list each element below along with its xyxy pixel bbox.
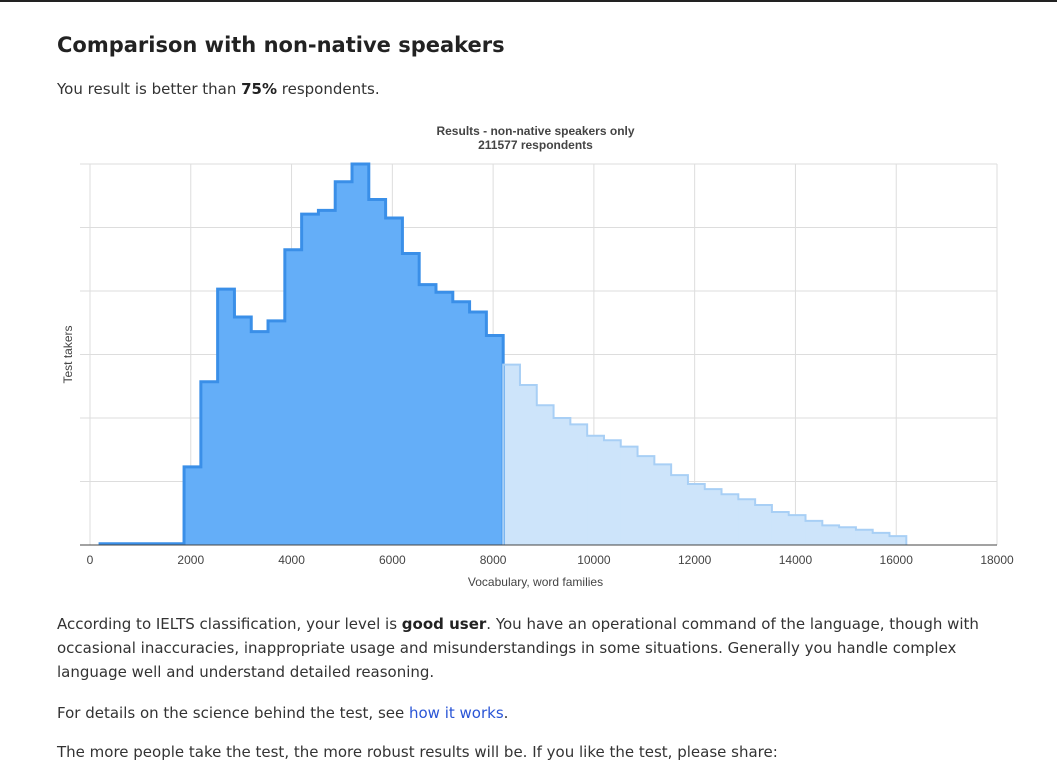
bin-below-20: [436, 292, 454, 545]
bin-below-10: [268, 320, 286, 545]
bin-above-36: [704, 489, 723, 545]
bin-above-38: [738, 499, 756, 545]
details-line: For details on the science behind the te…: [57, 701, 508, 725]
bin-above-47: [889, 536, 907, 545]
bin-below-19: [419, 284, 437, 545]
bin-above-43: [822, 525, 840, 545]
bin-above-37: [721, 494, 739, 545]
bin-below-22: [469, 311, 487, 545]
level-description: According to IELTS classification, your …: [57, 612, 1017, 684]
bin-above-32: [637, 456, 655, 545]
x-tick-label-5: 10000: [577, 553, 611, 567]
page-title: Comparison with non-native speakers: [57, 33, 505, 57]
x-tick-label-4: 8000: [480, 553, 507, 567]
bin-below-16: [368, 199, 387, 545]
x-tick-label-1: 2000: [177, 553, 204, 567]
bin-below-15: [352, 164, 370, 545]
share-prompt: The more people take the test, the more …: [57, 743, 778, 761]
bin-above-44: [839, 527, 857, 545]
bin-below-11: [284, 249, 303, 545]
level-name: good user: [401, 615, 487, 633]
bin-above-34: [671, 475, 689, 545]
bin-below-12: [301, 214, 320, 545]
bin-below-9: [251, 331, 269, 545]
bin-below-5: [184, 466, 202, 545]
level-suffix: . You have an operational command of the…: [57, 615, 979, 681]
bin-below-7: [217, 289, 236, 545]
result-percent: 75%: [241, 80, 278, 98]
bin-above-29: [587, 435, 605, 545]
x-axis-label: Vocabulary, word families: [468, 575, 603, 589]
summary-suffix: respondents.: [277, 80, 380, 98]
bin-above-45: [855, 529, 874, 545]
bin-above-30: [603, 440, 622, 545]
x-tick-label-3: 6000: [379, 553, 406, 567]
bin-above-42: [805, 520, 823, 545]
bin-below-17: [385, 217, 404, 545]
x-tick-label-8: 16000: [880, 553, 914, 567]
top-border: [0, 0, 1057, 2]
details-suffix: .: [503, 704, 509, 722]
bin-below-21: [452, 301, 471, 545]
bin-above-40: [771, 511, 790, 545]
bin-below-13: [318, 210, 336, 545]
histogram-outline: [98, 162, 908, 546]
x-tick-label-9: 18000: [980, 553, 1014, 567]
bin-below-23: [486, 335, 504, 545]
bin-above-25: [519, 384, 538, 545]
outline-below: [98, 162, 505, 546]
x-tick-label-6: 12000: [678, 553, 712, 567]
bin-above-46: [872, 532, 891, 545]
bin-above-31: [620, 446, 639, 545]
how-it-works-link[interactable]: how it works: [408, 704, 504, 722]
bin-below-6: [200, 381, 219, 545]
chart-title: Results - non-native speakers only: [436, 124, 634, 138]
bin-above-35: [687, 484, 706, 545]
bin-above-27: [553, 418, 571, 545]
bin-below-8: [234, 317, 252, 545]
x-tick-label-7: 14000: [779, 553, 813, 567]
result-summary: You result is better than 75% respondent…: [57, 77, 380, 101]
details-prefix: For details on the science behind the te…: [57, 704, 409, 722]
bin-above-33: [654, 464, 672, 545]
bin-above-24: [503, 364, 521, 545]
outline-above: [502, 363, 908, 545]
bin-below-18: [402, 253, 420, 545]
x-tick-labels: 0 2000 4000 6000 8000 10000 12000 14000 16000 180…: [87, 553, 1014, 567]
x-tick-label-2: 4000: [278, 553, 305, 567]
histogram-bins: [100, 164, 907, 545]
bin-above-26: [536, 405, 555, 545]
level-prefix: According to IELTS classification, your …: [57, 615, 402, 633]
summary-prefix: You result is better than: [57, 80, 242, 98]
bin-above-39: [755, 504, 773, 545]
bin-above-41: [788, 515, 807, 545]
histogram-chart: 0 2000 4000 6000 8000 10000 12000 14000 16000 180…: [61, 124, 1014, 589]
bin-above-28: [570, 424, 588, 545]
chart-subtitle: 211577 respondents: [478, 138, 593, 152]
x-tick-label-0: 0: [87, 553, 94, 567]
bin-below-14: [335, 181, 353, 545]
y-axis-label: Test takers: [61, 325, 75, 383]
